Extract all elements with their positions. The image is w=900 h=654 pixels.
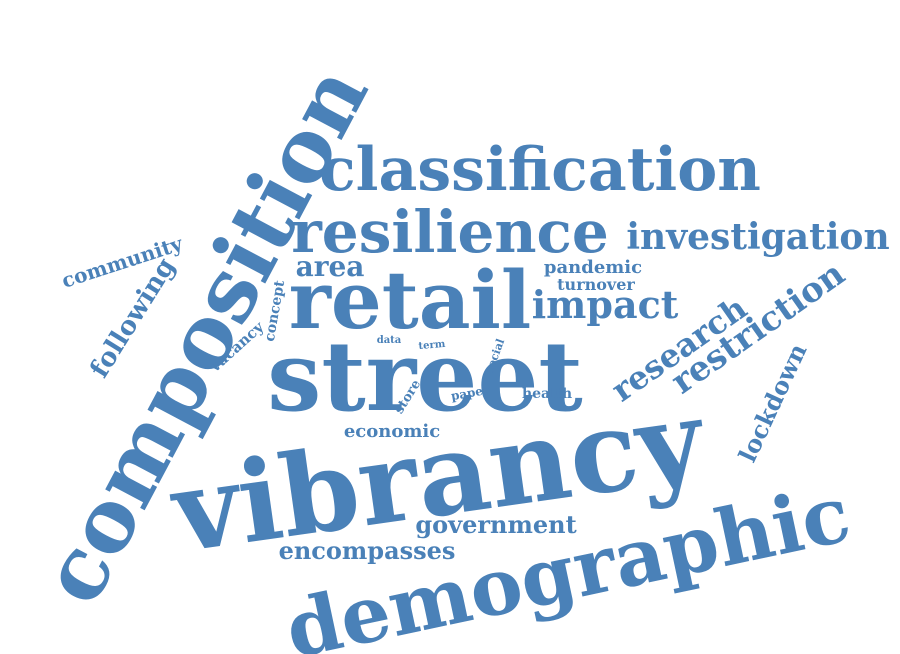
word-government: government <box>415 510 577 539</box>
word-retail: retail <box>288 253 532 347</box>
word-impact: impact <box>531 282 679 327</box>
word-economic: economic <box>343 421 441 442</box>
word-street: street <box>267 320 583 433</box>
word-resilience: resilience <box>291 198 609 266</box>
word-pandemic: pandemic <box>543 257 643 278</box>
word-data: data <box>376 335 402 346</box>
word-encompasses: encompasses <box>278 536 456 565</box>
word-investigation: investigation <box>626 216 890 258</box>
word-turnover: turnover <box>557 275 635 294</box>
word-health: health <box>521 386 573 402</box>
word-classification: classification <box>319 135 761 205</box>
word-area: area <box>295 250 365 283</box>
